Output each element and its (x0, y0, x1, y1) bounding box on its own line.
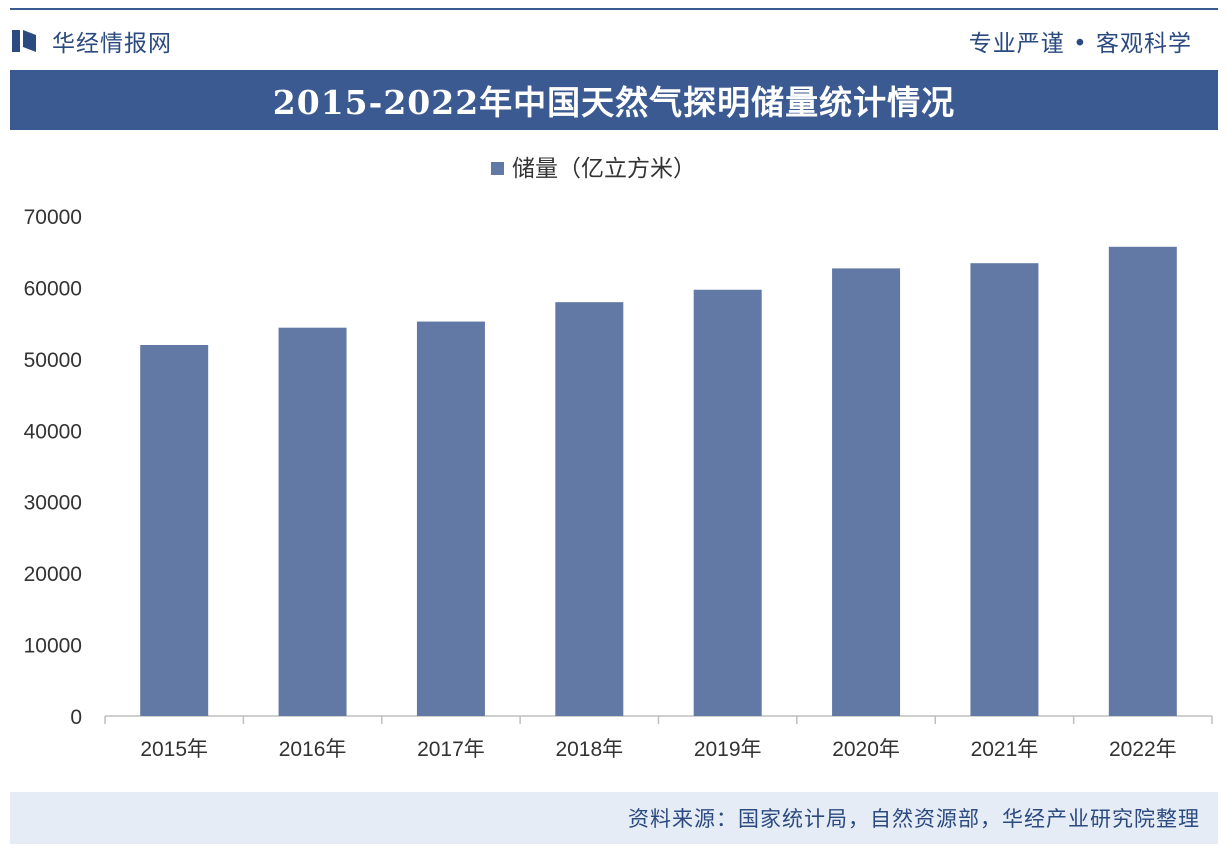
bar (278, 327, 347, 716)
y-tick-label: 50000 (24, 349, 82, 372)
y-tick-label: 20000 (24, 563, 82, 586)
x-tick-label: 2017年 (417, 738, 485, 761)
y-tick-label: 70000 (24, 206, 82, 229)
bar (1108, 246, 1177, 716)
brand: 华经情报网 (10, 24, 172, 58)
x-tick-label: 2022年 (1109, 738, 1177, 761)
bar (970, 263, 1039, 716)
x-tick-label: 2015年 (140, 738, 208, 761)
bar (555, 302, 624, 716)
source-note: 资料来源：国家统计局，自然资源部，华经产业研究院整理 (628, 807, 1200, 831)
bar-chart: 储量（亿立方米） 0 10000 20000 30000 40000 50000 60000 7… (24, 156, 1213, 761)
chart-title: 2015-2022年中国天然气探明储量统计情况 (272, 83, 956, 122)
brand-logo-icon (12, 30, 36, 52)
footer: 资料来源：国家统计局，自然资源部，华经产业研究院整理 (10, 792, 1218, 844)
x-tick-label: 2020年 (832, 738, 900, 761)
x-tick-label: 2021年 (971, 738, 1039, 761)
bar (832, 268, 901, 716)
legend-label: 储量（亿立方米） (512, 156, 696, 182)
y-tick-label: 30000 (24, 492, 82, 515)
bar (140, 345, 209, 716)
bar (693, 289, 762, 716)
header: 华经情报网 专业严谨 • 客观科学 (10, 12, 1218, 70)
y-tick-label: 40000 (24, 420, 82, 443)
bar (416, 321, 485, 716)
x-tick-label: 2018年 (555, 738, 623, 761)
top-divider (10, 8, 1218, 10)
y-tick-label: 10000 (24, 635, 82, 658)
slogan: 专业严谨 • 客观科学 (968, 31, 1192, 57)
y-tick-label: 0 (70, 706, 82, 729)
legend-swatch (491, 162, 504, 175)
x-tick-label: 2019年 (694, 738, 762, 761)
brand-name: 华经情报网 (52, 31, 172, 57)
title-bar: 2015-2022年中国天然气探明储量统计情况 (10, 70, 1218, 130)
y-tick-label: 60000 (24, 277, 82, 300)
x-tick-label: 2016年 (279, 738, 347, 761)
